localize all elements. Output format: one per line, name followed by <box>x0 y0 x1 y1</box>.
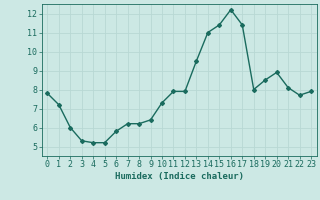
X-axis label: Humidex (Indice chaleur): Humidex (Indice chaleur) <box>115 172 244 181</box>
